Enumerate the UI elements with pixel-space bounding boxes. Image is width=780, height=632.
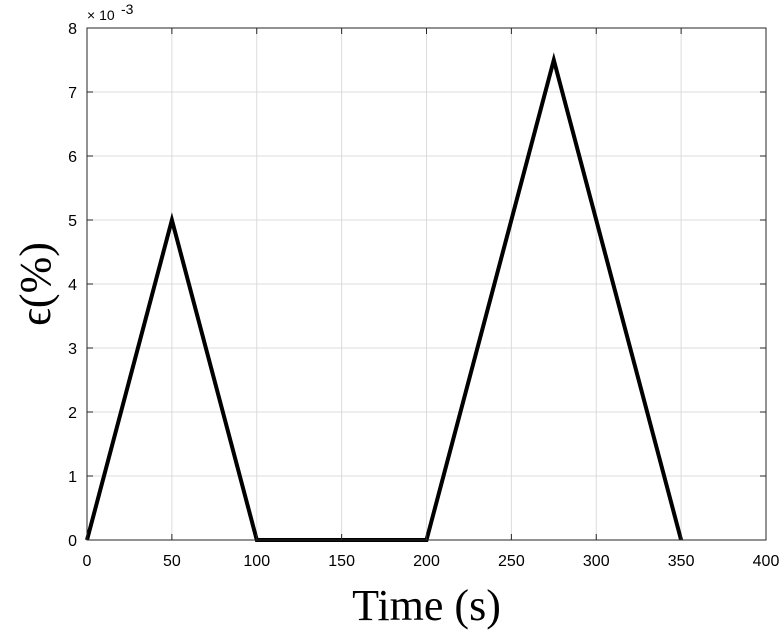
- y-axis-title: ϵ(%): [11, 242, 60, 326]
- x-tick-label: 400: [753, 553, 780, 570]
- y-tick-label: 7: [68, 85, 77, 102]
- x-tick-label: 150: [328, 553, 355, 570]
- y-multiplier-label: × 10: [87, 7, 115, 23]
- y-tick-label: 5: [68, 213, 77, 230]
- y-tick-label: 1: [68, 469, 77, 486]
- x-tick-label: 100: [243, 553, 270, 570]
- y-multiplier-exponent: -3: [121, 1, 134, 17]
- x-tick-label: 50: [163, 553, 181, 570]
- y-tick-label: 0: [68, 533, 77, 550]
- grid-lines: [87, 28, 766, 540]
- y-tick-label: 4: [68, 277, 77, 294]
- x-tick-label: 350: [668, 553, 695, 570]
- tick-labels: 0 50 100 150 200 250 300 350 400 0 1 2 3 4 5 6 7 8: [68, 21, 779, 570]
- y-tick-label: 2: [68, 405, 77, 422]
- axis-ticks: [86, 27, 767, 541]
- x-axis-title: Time (s): [352, 581, 501, 630]
- x-tick-label: 200: [413, 553, 440, 570]
- y-tick-label: 6: [68, 149, 77, 166]
- y-tick-label: 8: [68, 21, 77, 38]
- x-tick-label: 0: [83, 553, 92, 570]
- y-tick-label: 3: [68, 341, 77, 358]
- x-tick-label: 250: [498, 553, 525, 570]
- x-tick-label: 300: [583, 553, 610, 570]
